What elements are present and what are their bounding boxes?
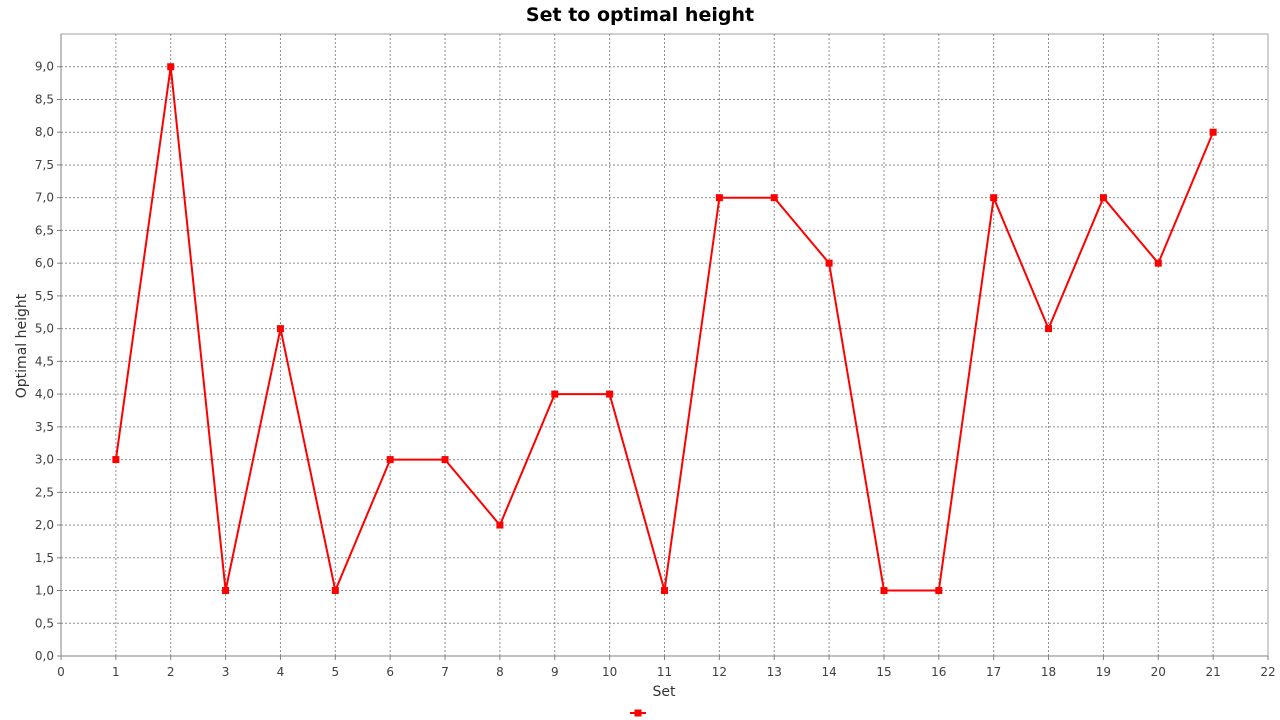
x-tick-label: 6 (386, 665, 394, 679)
data-point (1154, 259, 1162, 267)
data-point (661, 587, 668, 595)
y-tick-label: 5,0 (35, 322, 54, 336)
y-tick-label: 7,5 (35, 158, 54, 172)
x-tick-label: 10 (602, 665, 617, 679)
data-point (222, 587, 230, 595)
data-point (441, 456, 449, 464)
x-tick-label: 1 (112, 665, 120, 679)
x-tick-label: 9 (551, 665, 559, 679)
data-point (386, 456, 394, 464)
data-point (167, 63, 175, 71)
data-point (880, 587, 888, 595)
x-tick-label: 7 (441, 665, 449, 679)
plot-area: 0 1 2 3 4 5 6 7 8 9 10 11 12 13 14 15 16 17 18 19 20 21 220,00… (35, 33, 1276, 679)
data-point (331, 587, 339, 595)
data-point (551, 390, 559, 398)
x-tick-label: 19 (1096, 665, 1111, 679)
x-tick-label: 14 (821, 665, 836, 679)
data-point (496, 521, 504, 529)
x-tick-label: 0 (57, 665, 65, 679)
y-tick-label: 9,0 (35, 60, 54, 74)
x-tick-label: 18 (1041, 665, 1056, 679)
x-tick-label: 11 (657, 665, 672, 679)
legend (630, 709, 646, 717)
y-tick-label: 1,5 (35, 551, 54, 565)
y-axis-title: Optimal height (14, 293, 30, 398)
y-tick-label: 4,0 (35, 387, 54, 401)
y-tick-label: 2,5 (35, 485, 54, 499)
data-point (1209, 128, 1217, 136)
x-tick-label: 13 (767, 665, 782, 679)
data-point (112, 456, 120, 464)
y-tick-label: 7,0 (35, 191, 54, 205)
data-point (990, 194, 998, 202)
x-tick-label: 2 (167, 665, 175, 679)
data-point (1045, 325, 1053, 333)
y-tick-label: 5,5 (35, 289, 54, 303)
y-tick-label: 6,0 (35, 256, 54, 270)
x-tick-label: 5 (331, 665, 339, 679)
x-tick-label: 12 (712, 665, 727, 679)
data-point (935, 587, 943, 595)
data-point (770, 194, 778, 202)
data-point (825, 259, 833, 267)
y-tick-label: 8,0 (35, 125, 54, 139)
x-tick-label: 17 (986, 665, 1001, 679)
x-tick-label: 20 (1151, 665, 1166, 679)
x-tick-label: 8 (496, 665, 504, 679)
x-axis-title: Set (653, 684, 677, 700)
x-tick-label: 15 (876, 665, 891, 679)
y-tick-label: 1,0 (35, 584, 54, 598)
y-tick-label: 0,5 (35, 616, 54, 630)
y-tick-label: 3,5 (35, 420, 54, 434)
y-tick-label: 0,0 (35, 649, 54, 663)
plot-frame (60, 33, 1269, 657)
data-point (715, 194, 723, 202)
legend-marker (634, 709, 642, 717)
data-point (606, 390, 614, 398)
x-tick-label: 3 (222, 665, 230, 679)
chart-title: Set to optimal height (526, 4, 754, 26)
x-tick-label: 4 (277, 665, 285, 679)
x-tick-label: 21 (1205, 665, 1220, 679)
x-tick-label: 16 (931, 665, 946, 679)
data-point (1099, 194, 1107, 202)
data-point (276, 325, 284, 333)
y-tick-label: 6,5 (35, 223, 54, 237)
y-tick-label: 4,5 (35, 354, 54, 368)
y-tick-label: 3,0 (35, 453, 54, 467)
y-tick-label: 2,0 (35, 518, 54, 532)
y-tick-label: 8,5 (35, 92, 54, 106)
x-tick-label: 22 (1260, 665, 1275, 679)
